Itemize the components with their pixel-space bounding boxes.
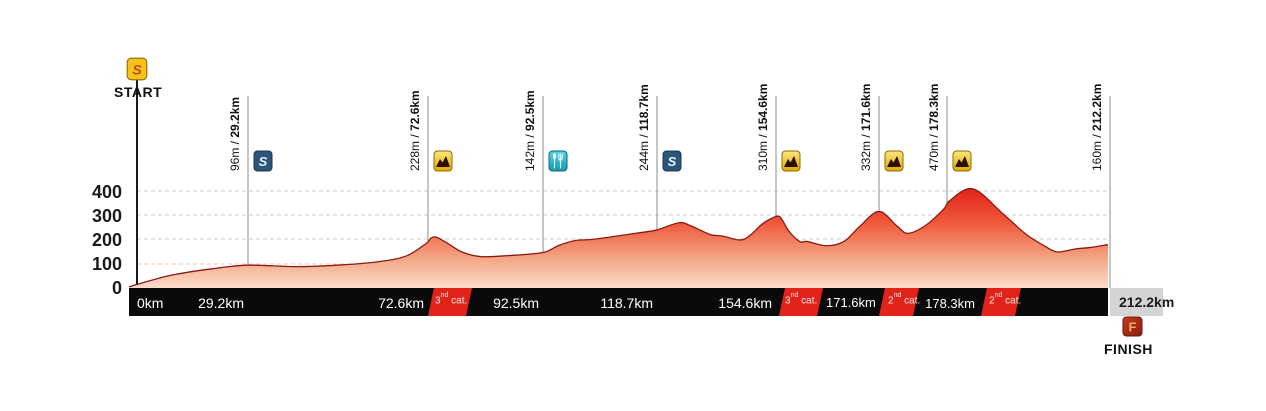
svg-text:F: F xyxy=(1129,320,1137,335)
svg-text:S: S xyxy=(132,62,142,78)
svg-text:S: S xyxy=(259,154,268,169)
svg-text:S: S xyxy=(668,154,677,169)
